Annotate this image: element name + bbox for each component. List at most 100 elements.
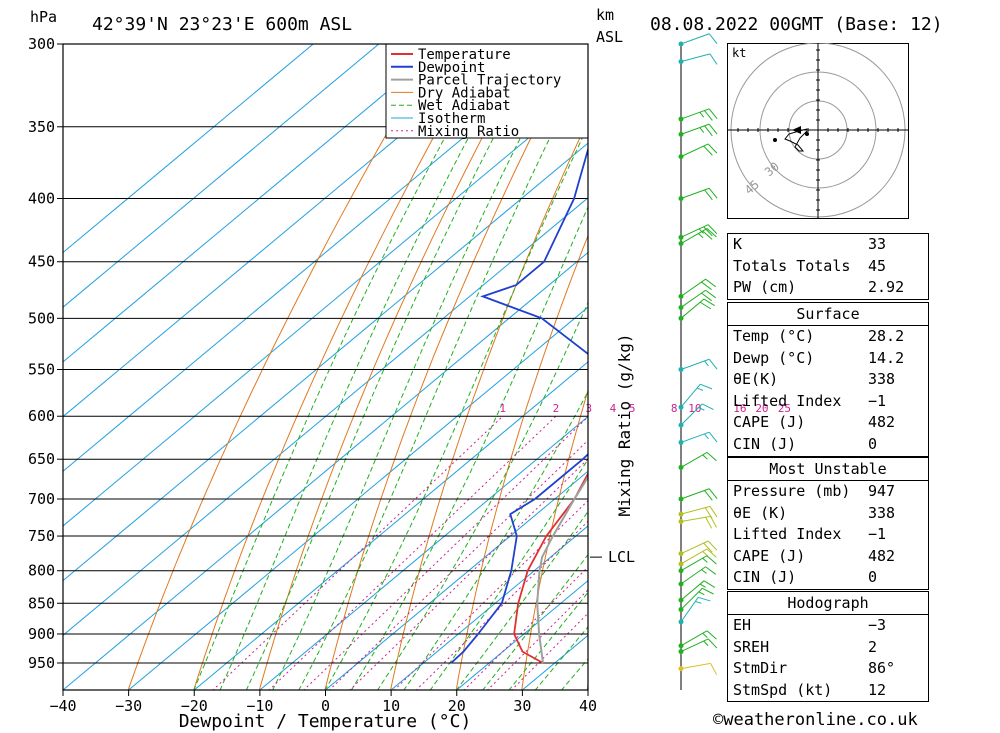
mixing-ratio-label: 25 — [778, 402, 791, 415]
pressure-tick-label: 900 — [28, 625, 55, 643]
isotherm-line — [390, 525, 588, 690]
wind-barb — [678, 580, 716, 603]
wind-barb — [678, 515, 718, 529]
isotherm-line — [193, 361, 588, 690]
wind-barb-flag — [706, 548, 717, 558]
hpa-unit-label: hPa — [30, 8, 57, 26]
x-tick-label: −20 — [181, 697, 208, 715]
x-tick-label: 10 — [382, 697, 400, 715]
hodograph: kt 30 45 — [727, 43, 909, 219]
wind-barb-half-flag — [698, 591, 705, 596]
datetime-title: 08.08.2022 00GMT (Base: 12) — [650, 14, 943, 35]
wind-barb-half-flag — [701, 569, 707, 574]
wind-barb-flag — [708, 488, 718, 499]
mixing-ratio-label: 5 — [629, 402, 636, 415]
wind-barb-flag — [707, 224, 718, 235]
wind-barb-flag — [709, 53, 718, 65]
lcl-label: LCL — [608, 548, 635, 566]
surface-title: Surface — [728, 303, 928, 326]
wind-barb — [678, 278, 717, 299]
wind-barb-flag — [704, 125, 713, 137]
hodograph-row: SREH 2 — [733, 637, 878, 656]
wind-barb-half-flag — [703, 640, 709, 646]
dry-adiabat-line — [324, 44, 580, 690]
wind-barb-flag — [708, 187, 718, 199]
wind-barb-flag — [706, 630, 717, 640]
index-row-pw: PW (cm) 2.92 — [733, 278, 905, 297]
copyright-link[interactable]: ©weatheronline.co.uk — [713, 710, 918, 730]
legend-label: Temperature — [418, 47, 511, 63]
wind-barb — [678, 638, 718, 655]
wind-barb-flag — [710, 516, 718, 528]
wind-barb — [678, 289, 717, 310]
wind-barb — [678, 555, 717, 574]
isotherm-line — [455, 579, 588, 690]
most-unstable-row: CIN (J) 0 — [733, 568, 878, 587]
wind-barb-half-flag — [699, 111, 705, 118]
wet-adiabat-line — [350, 205, 588, 690]
wind-barb-shaft — [680, 33, 710, 45]
legend-label: Isotherm — [418, 111, 485, 127]
legend-label: Dry Adiabat — [418, 85, 511, 101]
isotherm-line — [63, 251, 588, 690]
dewpoint-line — [450, 146, 588, 664]
wind-barb-half-flag — [704, 433, 709, 440]
wind-barb — [678, 123, 718, 137]
dry-adiabat-line — [127, 44, 440, 690]
wind-barb — [678, 548, 717, 567]
wind-barb — [678, 228, 717, 247]
mixing-ratio-line — [349, 458, 588, 690]
most-unstable-row: Lifted Index −1 — [733, 525, 887, 544]
wind-barb-flag — [701, 587, 714, 595]
temperature-line — [513, 471, 588, 664]
indices-table: K 33 Totals Totals 45 PW (cm) 2.92 — [727, 233, 929, 300]
mixing-ratio-label: 4 — [610, 402, 617, 415]
wind-barb-half-flag — [696, 387, 704, 391]
wind-barb-flag — [708, 33, 718, 44]
wind-barb-half-flag — [699, 583, 706, 588]
wind-barb-flag — [705, 289, 717, 299]
wet-adiabat-line — [429, 458, 588, 690]
isotherm-line — [63, 44, 380, 308]
wind-barb — [678, 358, 718, 373]
pressure-tick-label: 500 — [28, 309, 55, 327]
wind-barb-half-flag — [702, 454, 708, 460]
wind-barb — [678, 298, 716, 321]
wind-barb-shaft — [680, 53, 711, 63]
surface-row: CIN (J) 0 — [733, 434, 878, 453]
index-row-k: K 33 — [733, 235, 887, 253]
mixing-ratio-axis-title: Mixing Ratio (g/kg) — [615, 333, 634, 516]
wind-barb-flag — [703, 580, 716, 588]
wind-barb-flag — [707, 143, 718, 154]
wind-barb — [678, 488, 718, 502]
wind-barb-flag — [706, 452, 717, 462]
wind-barb-flag — [700, 383, 713, 390]
parcel-trajectory-line — [536, 475, 588, 664]
wind-barb-flag — [703, 542, 713, 553]
wind-barb-flag — [698, 596, 711, 602]
dry-adiabat-line — [390, 119, 588, 690]
wet-adiabat-line — [508, 591, 588, 690]
plot-frame — [62, 43, 589, 691]
wind-barb-flag — [701, 281, 712, 290]
wind-barb — [678, 540, 718, 557]
x-axis-title: Dewpoint / Temperature (°C) — [179, 711, 472, 732]
hodograph-row: EH −3 — [733, 616, 887, 634]
wind-barb-flag — [706, 228, 717, 238]
hodograph-storm-marker — [792, 126, 801, 134]
legend-label: Dewpoint — [418, 60, 485, 76]
hodograph-point — [805, 132, 809, 136]
most-unstable-row: θE (K) 338 — [733, 503, 896, 522]
hodograph-point — [773, 138, 777, 142]
wind-barb — [678, 451, 717, 470]
wind-barb-flag — [704, 110, 713, 121]
wind-barb-shaft — [680, 187, 710, 199]
wind-barb — [678, 53, 718, 65]
wind-barb-flag — [704, 490, 713, 501]
wind-barb — [678, 587, 714, 613]
dry-adiabat-line — [193, 44, 487, 690]
surface-row: Dewp (°C) 14.2 — [733, 348, 905, 367]
mixing-ratio-label: 3 — [585, 402, 592, 415]
